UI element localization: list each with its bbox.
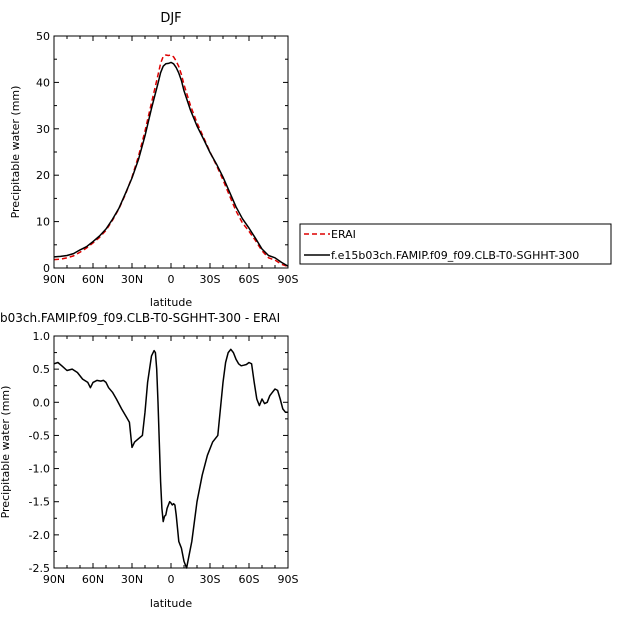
bottom-x-tick-label: 60N [82,573,104,586]
bottom-y-tick-label: -1.5 [29,496,50,509]
bottom-y-tick-label: 0.0 [33,396,51,409]
legend: ERAI f.e15b03ch.FAMIP.f09_f09.CLB-T0-SGH… [299,223,612,265]
top-y-tick-label: 0 [43,262,50,275]
bottom-y-tick-label: -0.5 [29,429,50,442]
top-axis-ticks: 90N 60N 30N 0 30S 60S 90S 0 10 20 30 40 50 [36,30,299,286]
bottom-x-tick-label: 30N [121,573,143,586]
top-x-tick-label: 60N [82,273,104,286]
bottom-y-tick-label: -1.0 [29,463,50,476]
top-y-tick-label: 50 [36,30,50,43]
top-y-axis-label: Precipitable water (mm) [9,86,22,219]
bottom-x-tick-label: 90N [43,573,65,586]
top-series-line-0 [53,54,289,268]
panel-top: DJF Precipitable water (mm) latitude 90N… [9,11,299,309]
bottom-x-tick-label: 60S [239,573,260,586]
top-plot-frame [53,35,289,269]
bottom-y-tick-label: 0.5 [33,363,51,376]
top-x-tick-label: 30N [121,273,143,286]
legend-label-erai: ERAI [331,228,356,241]
top-x-tick-label: 90N [43,273,65,286]
top-series-lines [53,54,289,268]
legend-label-model: f.e15b03ch.FAMIP.f09_f09.CLB-T0-SGHHT-30… [331,249,579,262]
bottom-x-axis-label: latitude [150,597,192,610]
top-x-tick-label: 90S [278,273,299,286]
bottom-x-tick-label: 0 [168,573,175,586]
top-y-tick-label: 10 [36,216,50,229]
bottom-x-tick-label: 90S [278,573,299,586]
bottom-x-tick-label: 30S [200,573,221,586]
bottom-series-line-0 [53,348,288,569]
top-x-tick-label: 0 [168,273,175,286]
top-y-tick-label: 20 [36,169,50,182]
top-y-tick-label: 40 [36,76,50,89]
bottom-y-axis-label: Precipitable water (mm) [0,386,12,519]
panel-bottom: b03ch.FAMIP.f09_f09.CLB-T0-SGHHT-300 - E… [0,311,299,610]
top-x-axis-label: latitude [150,296,192,309]
top-y-tick-label: 30 [36,123,50,136]
bottom-y-tick-label: -2.0 [29,529,50,542]
bottom-axis-ticks: 90N 60N 30N 0 30S 60S 90S -2.5 -2.0 -1.5 -1.0 -0.5 0… [29,330,299,586]
top-x-tick-label: 30S [200,273,221,286]
bottom-y-tick-label: 1.0 [33,330,51,343]
top-series-line-1 [53,61,289,267]
top-x-tick-label: 60S [239,273,260,286]
legend-box [299,223,612,265]
bottom-plot-frame [53,335,289,569]
top-chart-title: DJF [160,11,181,26]
bottom-y-tick-label: -2.5 [29,562,50,575]
bottom-chart-title: b03ch.FAMIP.f09_f09.CLB-T0-SGHHT-300 - E… [0,311,280,325]
bottom-series-lines [53,348,288,569]
